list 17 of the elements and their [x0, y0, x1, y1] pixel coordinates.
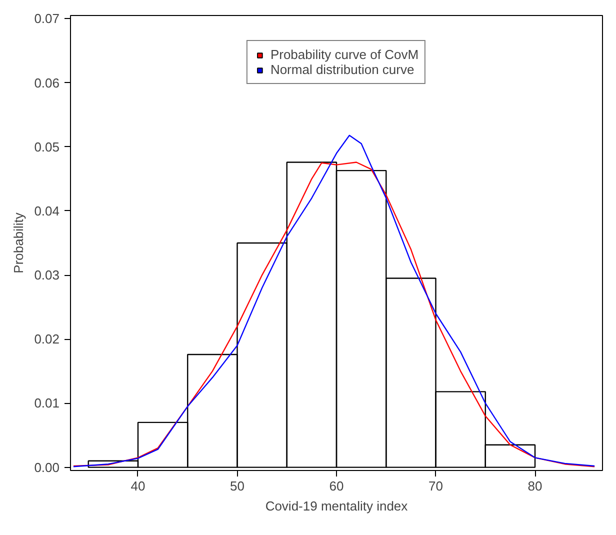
- legend-label: Normal distribution curve: [270, 62, 414, 77]
- legend-label: Probability curve of CovM: [270, 47, 419, 62]
- y-axis-title: Probability: [11, 212, 26, 274]
- y-tick-label: 0.03: [34, 268, 60, 283]
- x-tick-label: 60: [329, 478, 344, 494]
- y-tick-label: 0.05: [34, 139, 60, 154]
- y-tick-label: 0.01: [34, 396, 60, 411]
- y-tick-label: 0.07: [34, 11, 60, 26]
- y-tick-label: 0.02: [34, 332, 60, 347]
- x-tick-label: 80: [528, 478, 542, 494]
- y-tick-label: 0.04: [34, 203, 60, 218]
- x-tick-label: 50: [230, 478, 244, 494]
- x-axis-title: Covid-19 mentality index: [265, 498, 408, 514]
- y-tick-label: 0.06: [34, 75, 60, 90]
- x-tick-label: 70: [428, 478, 443, 494]
- x-tick-label: 40: [130, 478, 146, 494]
- y-tick-label: 0.00: [34, 460, 60, 475]
